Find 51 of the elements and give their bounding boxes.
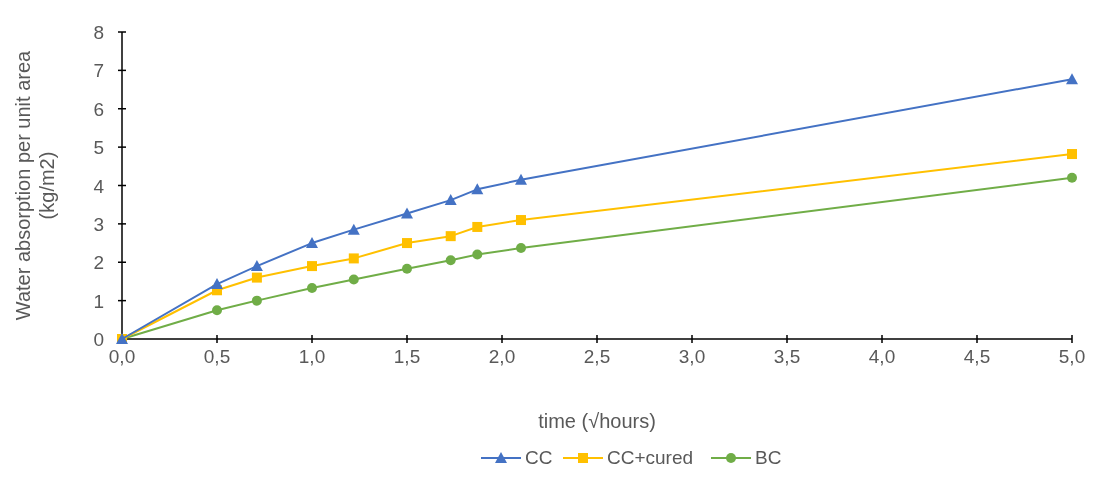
legend-label: BC [755, 447, 782, 468]
y-tick-label: 5 [93, 137, 104, 159]
x-tick-label: 1,0 [298, 346, 326, 367]
point [1067, 172, 1077, 183]
y-axis-title: Water absorption per unit area (kg/m2) [12, 49, 58, 321]
x-tick-label: 4,5 [963, 346, 991, 367]
point [402, 263, 412, 274]
point [306, 237, 318, 249]
point [212, 305, 222, 316]
point [348, 274, 359, 285]
point [444, 194, 457, 206]
point [1067, 149, 1077, 160]
y-tick-label: 7 [93, 60, 104, 82]
legend-label: CC [525, 447, 553, 468]
x-tick-label: 2,5 [583, 346, 611, 367]
x-axis-title: time (√hours) [538, 410, 656, 432]
point [307, 261, 317, 272]
point [211, 278, 223, 290]
point [516, 215, 526, 226]
legend-label: CC+cured [607, 447, 694, 468]
x-tick-label: 1,5 [393, 346, 421, 367]
x-tick-label: 4,0 [868, 346, 896, 367]
point [445, 231, 456, 242]
x-tick-label: 3,0 [678, 346, 706, 367]
x-tick-label: 5,0 [1058, 346, 1086, 367]
x-tick-label: 0,5 [203, 346, 231, 367]
y-tick-label: 3 [93, 213, 104, 235]
x-tick-label: 3,5 [773, 346, 801, 367]
point [472, 221, 483, 232]
point [472, 249, 483, 260]
point [402, 238, 412, 249]
x-tick-label: 2,0 [488, 346, 516, 367]
y-tick-label: 6 [93, 98, 104, 120]
point [471, 183, 484, 195]
y-tick-label: 4 [93, 175, 105, 197]
point [251, 295, 262, 306]
x-tick-label: 0,0 [108, 346, 136, 367]
point [1066, 73, 1078, 85]
point [347, 223, 360, 235]
point [250, 260, 263, 272]
point [348, 253, 359, 264]
point [251, 272, 262, 283]
point [401, 207, 413, 219]
point [516, 243, 526, 254]
y-tick-label: 2 [93, 252, 104, 274]
point [307, 282, 317, 293]
y-tick-label: 1 [93, 290, 104, 312]
point [445, 255, 456, 266]
point [515, 173, 527, 185]
y-tick-label: 0 [93, 329, 104, 350]
y-tick-label: 8 [93, 22, 104, 43]
